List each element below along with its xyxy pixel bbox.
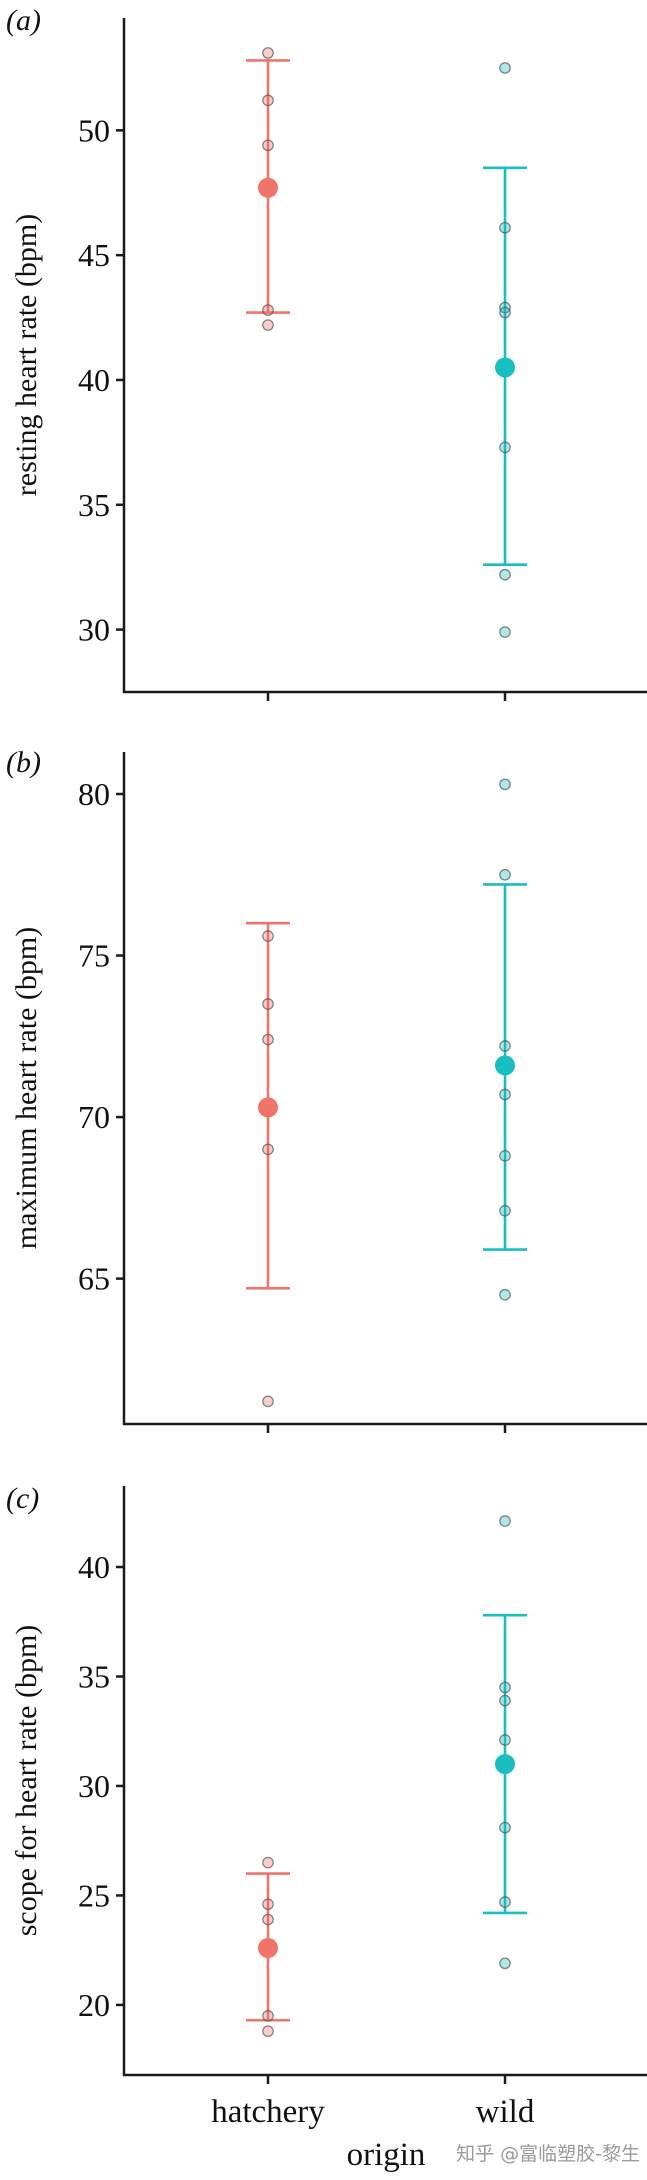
data-point-wild: [499, 1734, 511, 1746]
y-tick-label: 25: [78, 1877, 110, 1913]
y-axis-title: resting heart rate (bpm): [10, 214, 43, 496]
data-point-wild: [499, 1515, 511, 1527]
mean-point-wild: [495, 1754, 515, 1775]
panel-label: (a): [6, 4, 41, 37]
mean-point-wild: [495, 1055, 515, 1076]
mean-point-hatchery: [258, 1938, 278, 1959]
data-point-wild: [499, 306, 511, 319]
data-point-wild: [499, 1681, 511, 1694]
data-point-hatchery: [262, 1856, 274, 1869]
x-tick-label: wild: [476, 2094, 535, 2130]
y-tick-label: 30: [78, 1768, 110, 1804]
x-tick-label: hatchery: [211, 2094, 325, 2130]
data-point-hatchery: [262, 1898, 274, 1911]
y-tick-label: 70: [78, 1099, 110, 1135]
mean-point-wild: [495, 357, 515, 378]
data-point-wild: [499, 1821, 511, 1834]
data-point-hatchery: [262, 1143, 274, 1156]
watermark: 知乎 @富临塑胶-黎生: [456, 2143, 640, 2165]
data-point-wild: [499, 221, 511, 234]
data-point-wild: [499, 778, 511, 791]
data-point-wild: [499, 1896, 511, 1908]
data-point-hatchery: [262, 2010, 274, 2022]
y-tick-label: 45: [78, 237, 110, 273]
y-tick-label: 80: [78, 776, 110, 812]
data-point-hatchery: [262, 47, 274, 59]
data-point-hatchery: [262, 94, 274, 107]
y-tick-label: 40: [78, 362, 110, 398]
y-tick-label: 65: [78, 1261, 110, 1297]
y-tick-label: 35: [78, 1658, 110, 1694]
data-point-wild: [499, 1957, 511, 1970]
data-point-hatchery: [262, 1913, 274, 1926]
data-point-hatchery: [262, 2025, 274, 2038]
data-point-hatchery: [262, 998, 274, 1010]
data-point-wild: [499, 1149, 511, 1162]
panel-label: (b): [6, 746, 41, 779]
data-point-wild: [499, 1088, 511, 1101]
data-point-wild: [499, 62, 511, 74]
data-point-wild: [499, 1204, 511, 1217]
data-point-hatchery: [262, 1395, 274, 1408]
data-point-hatchery: [262, 304, 274, 316]
x-axis-title: origin: [347, 2137, 426, 2173]
data-point-wild: [499, 568, 511, 581]
y-tick-label: 40: [78, 1549, 110, 1585]
data-point-wild: [499, 626, 511, 638]
data-point-hatchery: [262, 930, 274, 943]
data-point-wild: [499, 441, 511, 454]
data-point-wild: [499, 868, 511, 881]
data-point-hatchery: [262, 1033, 274, 1046]
y-axis-title: maximum heart rate (bpm): [10, 927, 43, 1249]
y-axis-title: scope for heart rate (bpm): [10, 1625, 43, 1937]
y-tick-label: 35: [78, 487, 110, 523]
mean-point-hatchery: [258, 177, 278, 198]
y-tick-label: 50: [78, 112, 110, 148]
data-point-hatchery: [262, 139, 274, 152]
data-point-wild: [499, 1288, 511, 1301]
y-tick-label: 20: [78, 1987, 110, 2023]
data-point-wild: [499, 1694, 511, 1707]
panel-label: (c): [6, 1482, 39, 1515]
mean-point-hatchery: [258, 1097, 278, 1118]
data-point-hatchery: [262, 319, 274, 331]
y-tick-label: 30: [78, 612, 110, 648]
y-tick-label: 75: [78, 938, 110, 974]
data-point-wild: [499, 1040, 511, 1052]
